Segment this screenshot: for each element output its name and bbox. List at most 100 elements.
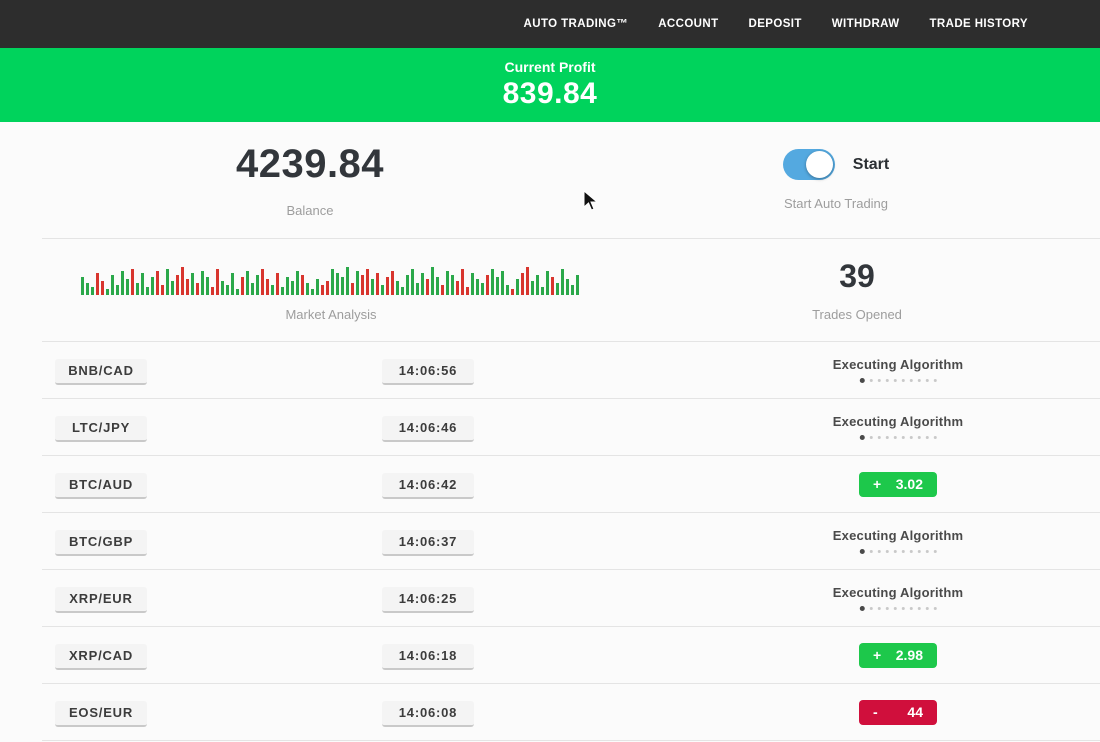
market-bar	[136, 282, 139, 295]
pair-chip[interactable]: EOS/EUR	[55, 701, 147, 727]
balance-block: 4239.84 Balance	[0, 122, 620, 238]
progress-dot	[877, 436, 881, 439]
progress-dot	[885, 607, 889, 610]
pair-chip[interactable]: LTC/JPY	[55, 416, 147, 442]
market-bar	[191, 272, 194, 295]
progress-dot	[869, 550, 873, 553]
market-bar	[221, 280, 224, 295]
nav-account[interactable]: ACCOUNT	[658, 18, 719, 30]
time-chip[interactable]: 14:06:18	[382, 644, 474, 670]
market-bar	[501, 270, 504, 295]
progress-dot	[925, 550, 929, 553]
market-bar	[226, 284, 229, 295]
nav-deposit[interactable]: DEPOSIT	[748, 18, 802, 30]
market-bar	[216, 268, 219, 295]
market-bar	[391, 270, 394, 295]
trades-opened-label: Trades Opened	[812, 307, 902, 322]
progress-dot	[933, 550, 937, 553]
market-bar	[376, 272, 379, 295]
market-bar	[261, 268, 264, 295]
status-executing: Executing Algorithm	[833, 414, 963, 440]
result-badge: + 2.98	[859, 642, 937, 668]
result-sign: +	[873, 476, 882, 492]
market-bar	[316, 278, 319, 295]
result-sign: +	[873, 647, 882, 663]
market-bar	[291, 280, 294, 295]
market-bar	[251, 282, 254, 295]
time-chip[interactable]: 14:06:08	[382, 701, 474, 727]
status-label: Executing Algorithm	[832, 357, 964, 372]
nav-trade-history[interactable]: TRADE HISTORY	[929, 18, 1028, 30]
table-row: BTC/AUD 14:06:42 + 3.02	[42, 456, 1100, 513]
pair-chip[interactable]: BTC/GBP	[55, 530, 147, 556]
toggle-knob-icon	[805, 151, 833, 178]
market-bar	[131, 268, 134, 295]
progress-dot	[909, 550, 913, 553]
time-chip[interactable]: 14:06:42	[382, 473, 474, 499]
market-bar	[306, 282, 309, 295]
pair-chip[interactable]: BNB/CAD	[55, 359, 147, 385]
time-chip[interactable]: 14:06:46	[382, 416, 474, 442]
market-bar	[561, 268, 564, 295]
nav-withdraw[interactable]: WITHDRAW	[831, 18, 900, 30]
market-bar	[491, 268, 494, 295]
progress-dot	[917, 436, 921, 439]
nav-auto-trading[interactable]: AUTO TRADING™	[523, 18, 629, 30]
market-bar	[116, 284, 119, 295]
market-bar	[271, 284, 274, 295]
table-row: BTC/GBP 14:06:37 Executing Algorithm	[42, 513, 1100, 570]
market-bar	[301, 274, 304, 295]
market-bar	[446, 270, 449, 295]
market-bar	[181, 266, 184, 295]
status-zone: Executing Algorithm	[833, 399, 963, 455]
progress-dots	[859, 378, 937, 383]
market-bar	[421, 272, 424, 295]
market-bar	[426, 278, 429, 295]
market-bar	[186, 278, 189, 295]
market-bar	[411, 268, 414, 295]
pair-chip[interactable]: XRP/CAD	[55, 644, 147, 670]
time-chip[interactable]: 14:06:56	[382, 359, 474, 385]
result-value: 2.98	[895, 647, 923, 663]
market-bar	[396, 280, 399, 295]
auto-trading-toggle[interactable]	[782, 149, 835, 180]
result-value: 44	[907, 704, 923, 720]
market-bar	[196, 282, 199, 295]
progress-dot	[885, 550, 889, 553]
market-bar	[521, 272, 524, 295]
market-bar	[96, 272, 99, 295]
market-bar	[576, 274, 579, 295]
time-chip[interactable]: 14:06:37	[382, 530, 474, 556]
market-bar	[341, 276, 344, 295]
market-analysis-label: Market Analysis	[285, 306, 377, 322]
market-bar	[456, 280, 459, 295]
progress-dot	[909, 436, 913, 439]
stats-row-balance: 4239.84 Balance Start Start Auto Trading	[0, 122, 1100, 238]
progress-dot	[869, 436, 873, 439]
market-bar	[441, 284, 444, 295]
market-bar	[331, 268, 334, 295]
progress-dot	[859, 378, 865, 383]
progress-dot	[885, 379, 889, 382]
market-bar	[556, 282, 559, 295]
progress-dot	[917, 379, 921, 382]
market-bar	[531, 280, 534, 295]
pair-chip[interactable]: XRP/EUR	[55, 587, 147, 613]
result-badge: - 44	[859, 699, 937, 725]
progress-dot	[869, 379, 873, 382]
progress-dot	[885, 436, 889, 439]
status-zone: Executing Algorithm	[833, 342, 963, 398]
market-bar	[416, 282, 419, 295]
trades-list: BNB/CAD 14:06:56 Executing Algorithm LTC…	[42, 342, 1100, 741]
market-bar	[246, 270, 249, 295]
table-row: XRP/EUR 14:06:25 Executing Algorithm	[42, 570, 1100, 627]
market-bar	[286, 276, 289, 295]
result-value: 3.02	[895, 476, 923, 492]
market-bar	[346, 266, 349, 295]
current-profit-label: Current Profit	[504, 59, 596, 75]
current-profit-value: 839.84	[502, 77, 598, 110]
pair-chip[interactable]: BTC/AUD	[55, 473, 147, 499]
market-bar	[296, 270, 299, 295]
toggle-label: Start	[852, 155, 890, 173]
time-chip[interactable]: 14:06:25	[382, 587, 474, 613]
